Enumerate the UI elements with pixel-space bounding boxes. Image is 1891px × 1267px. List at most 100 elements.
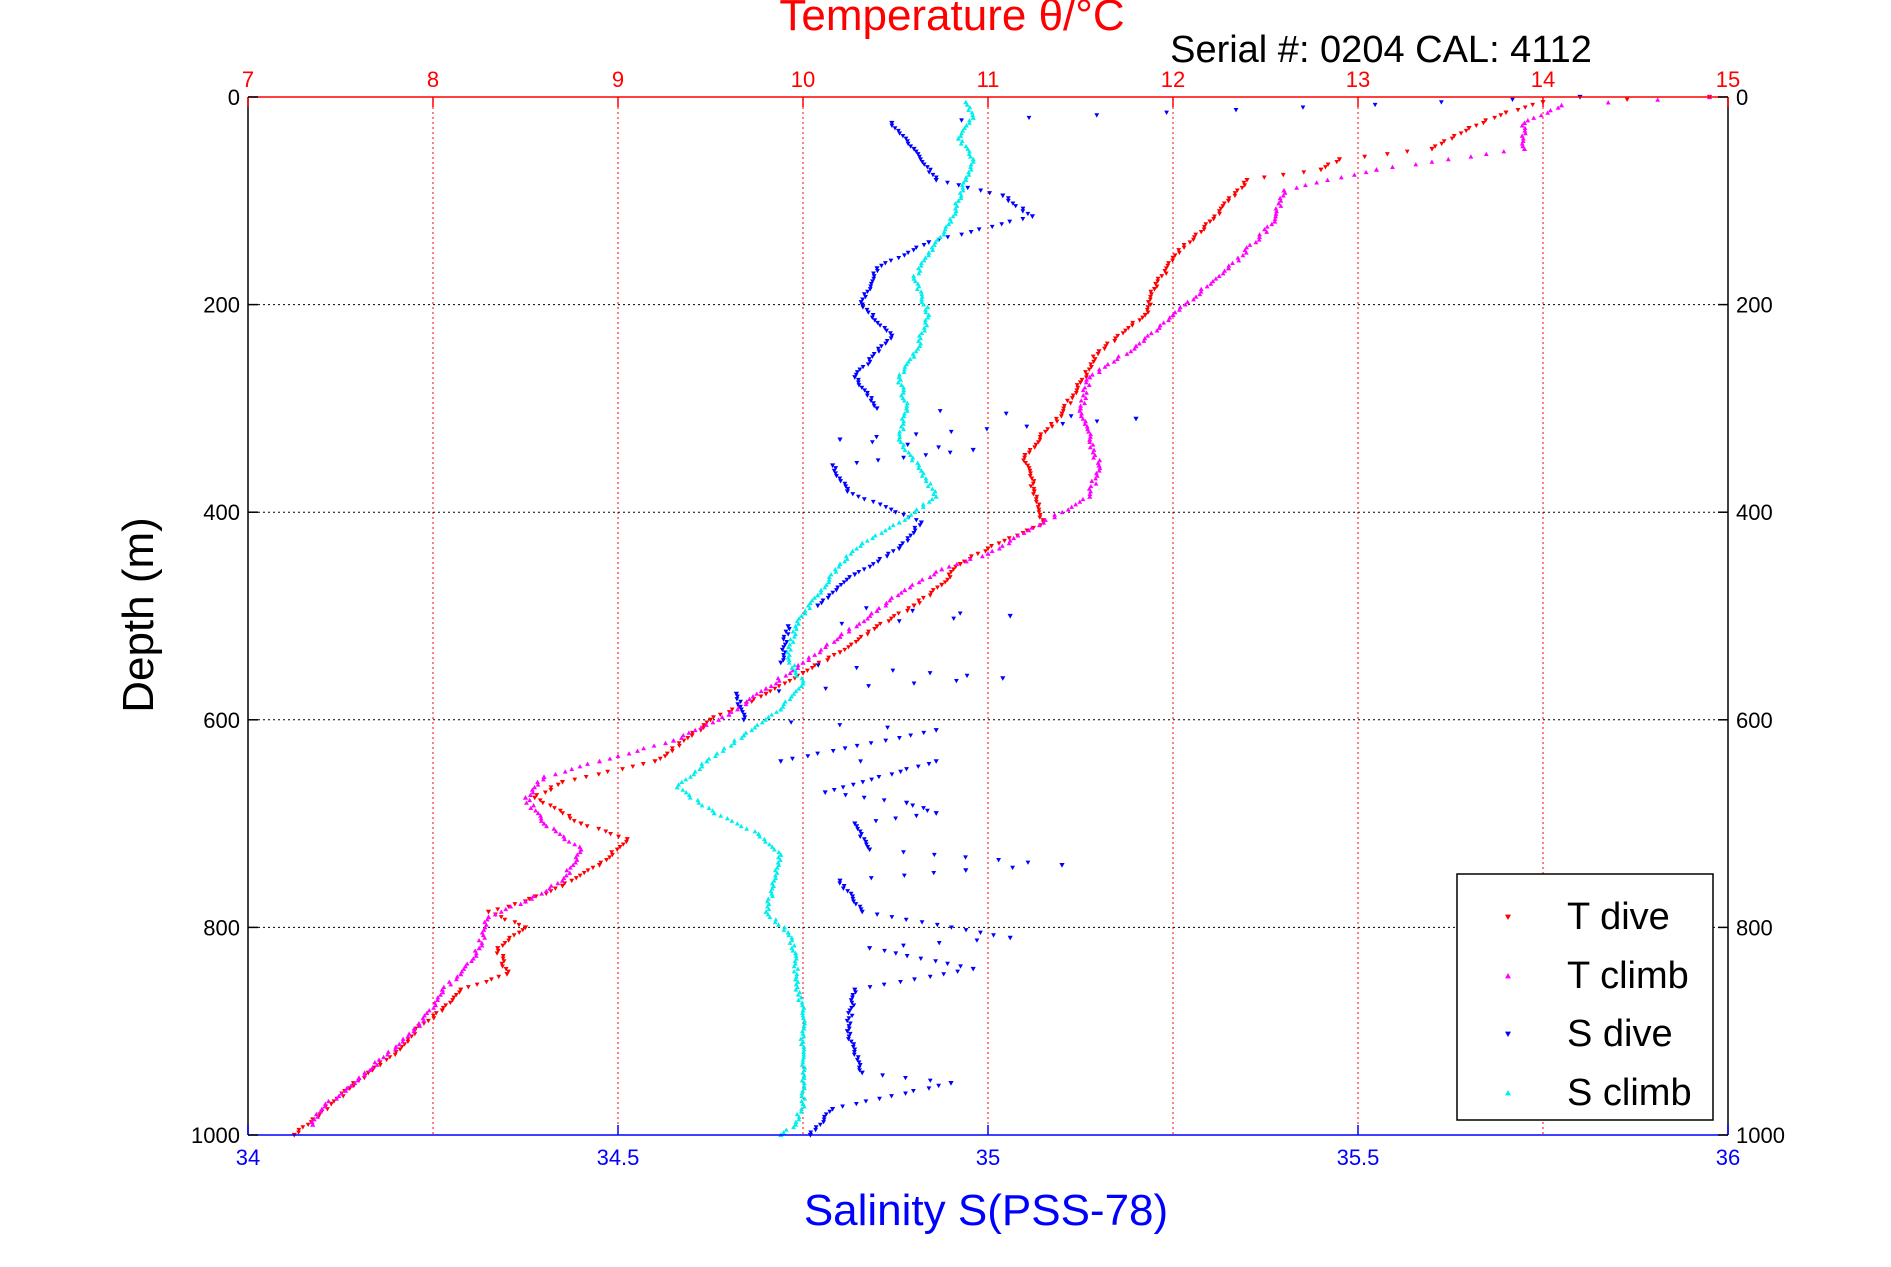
data-point [843,553,849,559]
data-point [770,893,775,899]
data-point [963,928,969,933]
data-point [914,507,920,512]
depth-tick-label-right: 800 [1736,915,1773,940]
data-point [856,569,862,575]
data-point [955,135,961,141]
data-point [870,279,875,284]
data-point [853,902,859,907]
data-point [326,1098,331,1104]
data-point [844,489,850,495]
data-point [1162,268,1168,274]
data-point [1605,100,1611,105]
data-point [551,826,557,831]
data-point [999,543,1005,548]
data-point [892,126,898,131]
data-point [767,914,773,919]
data-point [735,694,740,699]
data-point [495,946,501,951]
data-point [1193,232,1199,237]
data-point [896,372,902,377]
data-point [714,751,720,756]
depth-tick-label-left: 600 [203,708,240,733]
data-point [635,748,640,753]
data-point [1078,403,1083,408]
data-point [697,766,703,772]
data-point [677,743,682,749]
data-point [1261,175,1267,180]
data-point [870,535,876,541]
data-point [626,751,632,756]
data-point [785,632,791,637]
data-point [946,572,952,577]
data-point [999,222,1005,227]
data-point [1363,169,1369,175]
data-point [776,849,782,855]
data-point [1191,235,1197,240]
data-point [1088,483,1094,489]
data-point [561,875,567,881]
data-point [1124,351,1130,356]
data-point [482,919,488,925]
data-point [854,460,860,466]
data-point [1027,448,1033,453]
data-point [896,619,902,624]
data-point [422,1013,427,1018]
data-point [866,629,871,634]
data-point [957,562,963,567]
data-point [865,289,870,295]
data-point [885,725,890,730]
data-point [964,102,970,107]
data-point [801,1023,807,1028]
data-point [916,284,922,289]
data-point [542,790,548,795]
data-point [1000,193,1006,199]
data-point [1097,457,1103,463]
data-point [782,925,788,930]
data-point [957,611,963,616]
data-point [674,784,680,790]
data-point [1269,221,1275,227]
data-point [918,157,923,162]
data-point [791,691,797,696]
data-point [1262,226,1267,232]
data-point [1002,538,1007,544]
data-point [1086,429,1091,434]
data-point [831,468,837,474]
data-point [844,556,850,561]
data-point [910,351,916,356]
data-point [868,876,874,881]
data-point [809,598,815,603]
data-point [989,548,995,554]
data-point [912,509,918,515]
data-point [479,943,485,948]
data-point [1148,289,1154,295]
data-point [833,569,839,574]
data-point [866,357,872,362]
data-point [945,577,950,583]
data-point [887,598,893,603]
data-point [763,691,769,697]
data-point [875,268,880,274]
data-point [367,1067,373,1073]
series-t-dive [291,94,1713,1138]
data-point [923,309,929,315]
data-point [1256,237,1262,242]
data-point [855,1055,861,1060]
data-point [823,644,828,650]
data-point [567,870,573,875]
data-point [911,353,917,359]
data-point [799,1106,804,1111]
data-point [911,248,917,253]
data-point [704,758,710,764]
data-point [1280,172,1286,178]
data-point [933,494,939,499]
data-point [543,888,549,893]
data-point [872,533,878,538]
data-point [874,435,879,440]
data-point [849,1005,854,1011]
data-point [1132,346,1137,351]
data-point [874,624,880,629]
depth-tick-label-right: 600 [1736,708,1773,733]
data-point [735,702,741,707]
data-point [933,569,939,574]
